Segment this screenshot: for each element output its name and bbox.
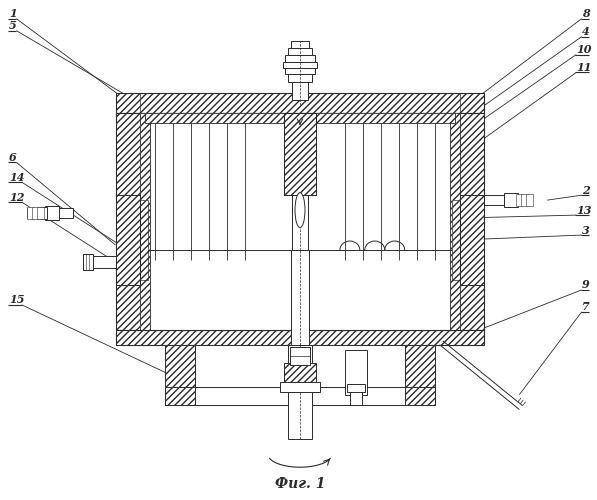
Bar (37, 207, 47, 219)
Text: 14: 14 (9, 172, 24, 182)
Text: 12: 12 (9, 192, 24, 202)
Bar (165, 386, 435, 404)
Bar (288, 74, 312, 82)
Bar (88, 256, 115, 268)
Bar (285, 54, 315, 62)
Text: 5: 5 (9, 20, 17, 31)
Bar (115, 114, 146, 330)
Bar (140, 200, 149, 280)
Bar (290, 346, 310, 364)
Bar (165, 386, 435, 404)
Bar (284, 114, 316, 195)
Bar (284, 114, 316, 195)
Bar (460, 195, 485, 285)
Text: 1: 1 (9, 8, 17, 19)
Text: 3: 3 (581, 224, 589, 235)
Bar (345, 350, 367, 395)
Bar (32, 207, 39, 219)
Bar (45, 206, 59, 220)
Bar (283, 62, 317, 68)
Text: 15: 15 (9, 294, 24, 306)
Bar (454, 114, 485, 330)
Bar (347, 384, 365, 392)
Bar (288, 48, 312, 54)
Bar (350, 390, 362, 404)
Bar (405, 344, 435, 405)
Bar (527, 194, 533, 206)
Bar (291, 250, 309, 344)
Bar (115, 330, 485, 344)
Bar (284, 362, 316, 384)
Bar (284, 362, 316, 384)
Bar (146, 114, 454, 330)
Bar (27, 208, 39, 218)
Text: Фиг. 1: Фиг. 1 (275, 478, 325, 492)
Bar (280, 382, 320, 392)
Bar (27, 207, 34, 219)
Bar (405, 344, 435, 405)
Bar (115, 114, 146, 330)
Bar (140, 200, 149, 280)
Bar (146, 114, 454, 124)
Bar (460, 195, 485, 285)
Bar (450, 114, 460, 330)
Bar (195, 344, 405, 405)
Bar (292, 82, 308, 100)
Text: 4: 4 (581, 26, 589, 37)
Bar (140, 94, 460, 114)
Bar (115, 94, 485, 114)
Bar (504, 193, 518, 207)
Bar (115, 94, 485, 114)
Text: 10: 10 (576, 44, 592, 55)
Text: 9: 9 (581, 280, 589, 290)
Bar (115, 195, 140, 285)
Bar (454, 114, 485, 330)
Bar (291, 40, 309, 48)
Ellipse shape (295, 192, 305, 228)
Bar (521, 194, 528, 206)
Bar (82, 254, 93, 270)
Bar (451, 200, 460, 280)
Text: 6: 6 (9, 152, 17, 163)
Text: 13: 13 (576, 204, 592, 216)
Bar (485, 195, 504, 205)
Bar (292, 114, 308, 250)
Text: 8: 8 (581, 8, 589, 19)
Bar (146, 114, 454, 124)
Text: 7: 7 (581, 302, 589, 312)
Bar (284, 114, 316, 195)
Bar (165, 344, 195, 405)
Bar (57, 208, 73, 218)
Bar (115, 195, 140, 285)
Bar (140, 114, 150, 330)
Bar (140, 114, 150, 330)
Bar (285, 68, 315, 74)
Bar (165, 344, 195, 405)
Bar (288, 344, 312, 440)
Bar (460, 195, 485, 285)
Bar (37, 207, 44, 219)
Bar (451, 200, 460, 280)
Bar (450, 114, 460, 330)
Bar (516, 194, 524, 206)
Text: 11: 11 (576, 62, 592, 73)
Text: 2: 2 (581, 184, 589, 196)
Bar (115, 330, 485, 344)
Bar (115, 195, 140, 285)
